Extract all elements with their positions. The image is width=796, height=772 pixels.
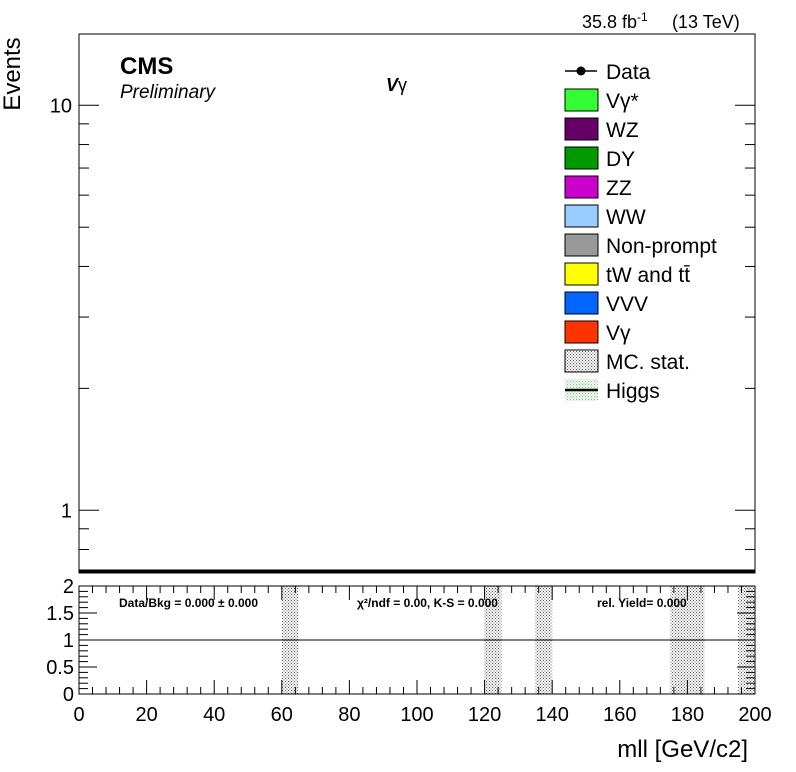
- ratio-y-tick-label: 0.5: [46, 657, 74, 679]
- preliminary-label: Preliminary: [120, 82, 217, 103]
- legend-label: Vγ*: [606, 90, 639, 113]
- legend-label: tW and tt̄: [606, 264, 690, 287]
- ratio-y-tick-label: 0: [63, 684, 74, 706]
- x-tick-label: 160: [603, 704, 636, 726]
- legend-swatch: [564, 146, 599, 170]
- legend-swatch: [564, 262, 599, 286]
- legend-swatch: [564, 233, 599, 257]
- legend-label: Data: [606, 61, 651, 84]
- legend-swatch: [564, 88, 599, 112]
- x-tick-label: 40: [203, 704, 225, 726]
- legend-label: Higgs: [606, 380, 660, 403]
- ratio-y-tick-label: 2: [63, 576, 74, 598]
- x-axis-label: mll [GeV/c2]: [617, 736, 748, 763]
- x-tick-label: 180: [671, 704, 704, 726]
- legend-label: ZZ: [606, 177, 632, 200]
- legend-label: MC. stat.: [606, 351, 690, 374]
- legend-data-marker: [576, 66, 586, 76]
- x-tick-label: 80: [338, 704, 360, 726]
- legend-swatch: [564, 175, 599, 199]
- x-tick-label: 140: [536, 704, 569, 726]
- main-y-axis: 1 10: [50, 95, 755, 574]
- data-bkg-label: Data/Bkg = 0.000 ± 0.000: [119, 596, 258, 610]
- legend-label: WZ: [606, 119, 639, 142]
- ratio-y-axis: 0 0.5 1 1.5 2: [46, 576, 755, 706]
- chi2-ks-label: χ²/ndf = 0.00, K-S = 0.000: [357, 596, 498, 610]
- legend-swatch: [564, 320, 599, 344]
- legend-swatch-hatched: [564, 349, 599, 373]
- energy-label: (13 TeV): [672, 12, 740, 32]
- legend-swatch: [564, 117, 599, 141]
- cms-label: CMS: [120, 53, 173, 80]
- ratio-y-tick-label: 1: [63, 630, 74, 652]
- x-tick-label: 60: [271, 704, 293, 726]
- main-plot-frame: [78, 33, 756, 574]
- rel-yield-label: rel. Yield= 0.000: [597, 596, 687, 610]
- legend-label: Non-prompt: [606, 235, 717, 258]
- x-tick-label: 120: [468, 704, 501, 726]
- legend-label: VVV: [606, 293, 648, 316]
- x-tick-label: 100: [400, 704, 433, 726]
- legend: Data Vγ* WZ DY ZZ WW Non-prompt tW and tt̄ VVV Vγ…: [564, 61, 717, 403]
- ratio-y-tick-label: 1.5: [46, 603, 74, 625]
- legend-swatch: [564, 204, 599, 228]
- legend-label: DY: [606, 148, 635, 171]
- y-axis-label: Events: [0, 37, 26, 110]
- main-y-tick-label: 10: [50, 95, 72, 117]
- x-axis: 0 20 40 60 80 100 120 140 160 180 200: [73, 586, 772, 726]
- legend-label: WW: [606, 206, 646, 229]
- main-y-tick-label: 1: [61, 500, 72, 522]
- lumi-label: 35.8 fb-1: [582, 10, 648, 32]
- x-tick-label: 200: [738, 704, 771, 726]
- x-tick-label: 20: [135, 704, 157, 726]
- channel-label: Vγ: [386, 75, 407, 95]
- x-tick-label: 0: [73, 704, 84, 726]
- legend-label: Vγ: [606, 322, 631, 345]
- legend-swatch: [564, 291, 599, 315]
